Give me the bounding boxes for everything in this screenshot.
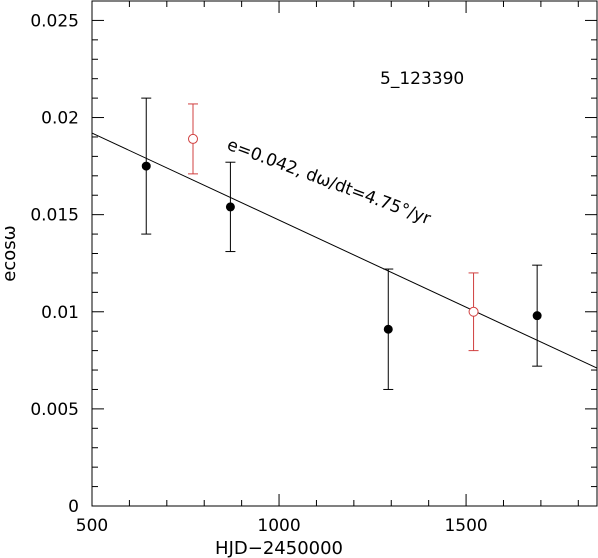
data-point xyxy=(225,202,235,212)
y-axis-label: ecosω xyxy=(0,225,20,281)
data-point xyxy=(188,133,198,144)
axis-ticks xyxy=(91,0,597,507)
x-tick-label: 1000 xyxy=(257,516,300,536)
data-point xyxy=(141,161,151,171)
y-tick-label: 0.02 xyxy=(41,109,79,129)
y-tick-label: 0.005 xyxy=(30,400,79,420)
x-axis-label: HJD−2450000 xyxy=(215,538,343,558)
fit-line xyxy=(91,132,598,369)
y-tick-label: 0.025 xyxy=(30,11,79,31)
data-point xyxy=(468,306,479,317)
y-tick-label: 0.01 xyxy=(41,303,79,323)
y-tick-label: 0.015 xyxy=(30,206,79,226)
tick-labels: 500 1000 1500 0 0.005 0.01 0.015 0.02 0.025 xyxy=(30,11,487,536)
x-tick-label: 1500 xyxy=(444,516,487,536)
data-point xyxy=(383,324,393,334)
plot-frame xyxy=(91,0,598,507)
data-points xyxy=(141,97,543,390)
y-tick-label: 0 xyxy=(68,497,79,517)
annotation-fit: e=0.042, dω/dt=4.75°/yr xyxy=(224,135,433,229)
fit-line-group xyxy=(91,132,598,369)
data-point xyxy=(532,311,542,321)
x-tick-label: 500 xyxy=(76,516,108,536)
annotation-id: 5_123390 xyxy=(380,69,464,89)
